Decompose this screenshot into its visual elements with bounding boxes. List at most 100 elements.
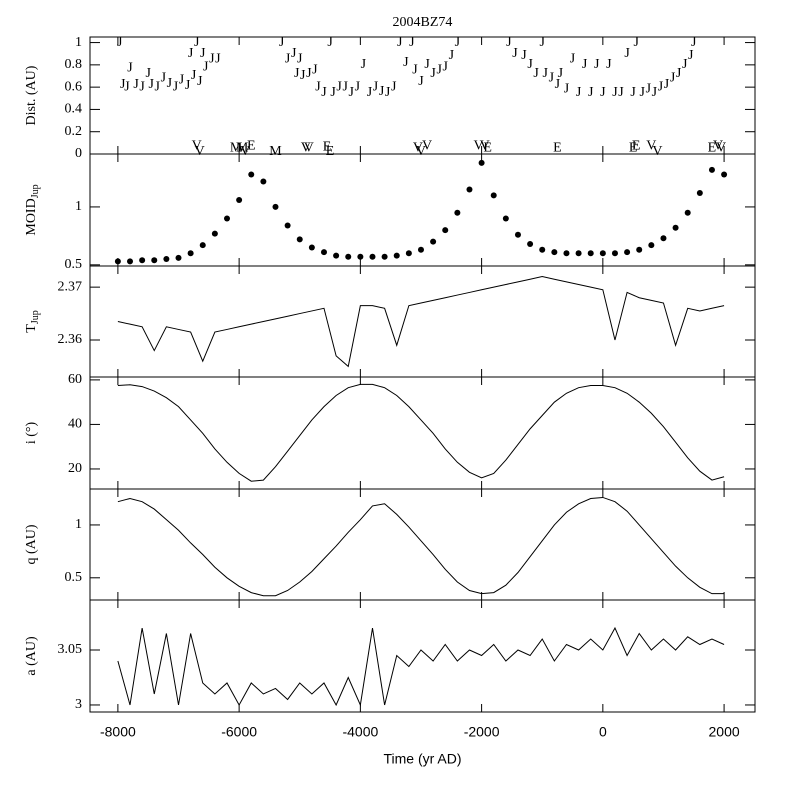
- y-tick-label: 3.05: [58, 642, 83, 657]
- point-letter: J: [670, 70, 676, 85]
- point-letter: J: [612, 85, 618, 100]
- y-tick-label: 0.4: [65, 102, 83, 117]
- point-letter: M: [236, 141, 249, 156]
- point: [417, 246, 424, 253]
- point: [151, 257, 158, 264]
- point-letter: J: [449, 48, 455, 63]
- point-letter: J: [412, 63, 418, 78]
- point-letter: J: [397, 35, 403, 50]
- point-letter: J: [373, 79, 379, 94]
- point: [514, 231, 521, 238]
- point-letter: E: [708, 141, 717, 156]
- point: [502, 215, 509, 222]
- x-axis-label: Time (yr AD): [383, 751, 461, 767]
- point-letter: V: [192, 138, 202, 153]
- point-letter: J: [173, 79, 179, 94]
- point: [611, 250, 618, 257]
- point-letter: J: [355, 79, 361, 94]
- point: [127, 258, 134, 265]
- point-letter: J: [543, 66, 549, 81]
- x-tick-label: -8000: [100, 724, 136, 740]
- y-axis-label: MOIDJup: [24, 184, 41, 235]
- point-letter: J: [652, 85, 658, 100]
- point-letter: J: [676, 66, 682, 81]
- point: [648, 242, 655, 249]
- point-letter: E: [323, 140, 332, 155]
- point-letter: J: [600, 85, 606, 100]
- point: [260, 178, 267, 185]
- point: [599, 250, 606, 257]
- y-tick-label: 0.5: [65, 257, 83, 272]
- point-letter: J: [691, 35, 697, 50]
- point-letter: J: [385, 85, 391, 100]
- point-letter: V: [474, 138, 484, 153]
- point-letter: E: [632, 138, 641, 153]
- point-letter: J: [215, 52, 221, 67]
- point-letter: J: [633, 35, 639, 50]
- point-letter: J: [279, 35, 285, 50]
- point-letter: E: [629, 141, 638, 156]
- point-letter: J: [588, 85, 594, 100]
- point-letter: V: [713, 138, 723, 153]
- x-tick-label: -4000: [342, 724, 378, 740]
- point-letter: J: [161, 70, 167, 85]
- point: [696, 190, 703, 197]
- y-tick-label: 0.8: [65, 57, 83, 72]
- data-line: [117, 276, 725, 368]
- point: [684, 209, 691, 216]
- y-tick-label: 0.2: [65, 124, 83, 139]
- point: [454, 209, 461, 216]
- point-letter: J: [379, 84, 385, 99]
- point-letter: J: [120, 77, 126, 92]
- point-letter: J: [315, 79, 321, 94]
- point-letter: J: [570, 52, 576, 67]
- y-tick-label: 1: [75, 199, 82, 214]
- point-letter: J: [418, 74, 424, 89]
- y-axis-label-sub: Jup: [30, 310, 41, 324]
- point: [114, 258, 121, 265]
- point-letter: J: [127, 60, 133, 75]
- point-letter: J: [342, 79, 348, 94]
- x-tick-label: 2000: [709, 724, 740, 740]
- point-letter: J: [327, 35, 333, 50]
- y-axis-label-main: T: [24, 324, 39, 333]
- point-letter: V: [422, 138, 432, 153]
- point-letter: J: [167, 76, 173, 91]
- y-tick-label: 0: [75, 146, 82, 161]
- point-letter: J: [424, 57, 430, 72]
- point-letter: J: [200, 46, 206, 61]
- point-letter: J: [521, 48, 527, 63]
- point-letter: J: [606, 57, 612, 72]
- point: [187, 250, 194, 257]
- point: [490, 192, 497, 199]
- y-tick-label: 0.6: [65, 79, 83, 94]
- point: [563, 250, 570, 257]
- point: [320, 249, 327, 256]
- point-letter: J: [403, 55, 409, 70]
- data-line: [117, 626, 725, 707]
- point-letter: J: [576, 85, 582, 100]
- point-letter: J: [527, 57, 533, 72]
- point: [405, 250, 412, 257]
- panel-frame: [89, 599, 756, 713]
- point: [284, 222, 291, 229]
- point-letter: J: [555, 77, 561, 92]
- x-tick-label: -2000: [464, 724, 500, 740]
- point-letter: J: [430, 66, 436, 81]
- point-letter: J: [321, 85, 327, 100]
- point-letter: J: [630, 85, 636, 100]
- point-letter: J: [436, 63, 442, 78]
- point-letter: J: [443, 59, 449, 74]
- point-letter: V: [480, 138, 490, 153]
- y-axis-label-main: a (AU): [24, 636, 39, 676]
- point-letter: J: [582, 57, 588, 72]
- y-tick-label: 60: [68, 372, 82, 387]
- point-letter: J: [688, 48, 694, 63]
- point: [236, 196, 243, 203]
- point-letter: E: [326, 144, 335, 159]
- point-letter: J: [512, 46, 518, 61]
- point-letter: J: [564, 82, 570, 97]
- y-axis-label: q (AU): [24, 524, 39, 564]
- panel-frame: [89, 265, 756, 378]
- x-tick-label: 0: [599, 724, 607, 740]
